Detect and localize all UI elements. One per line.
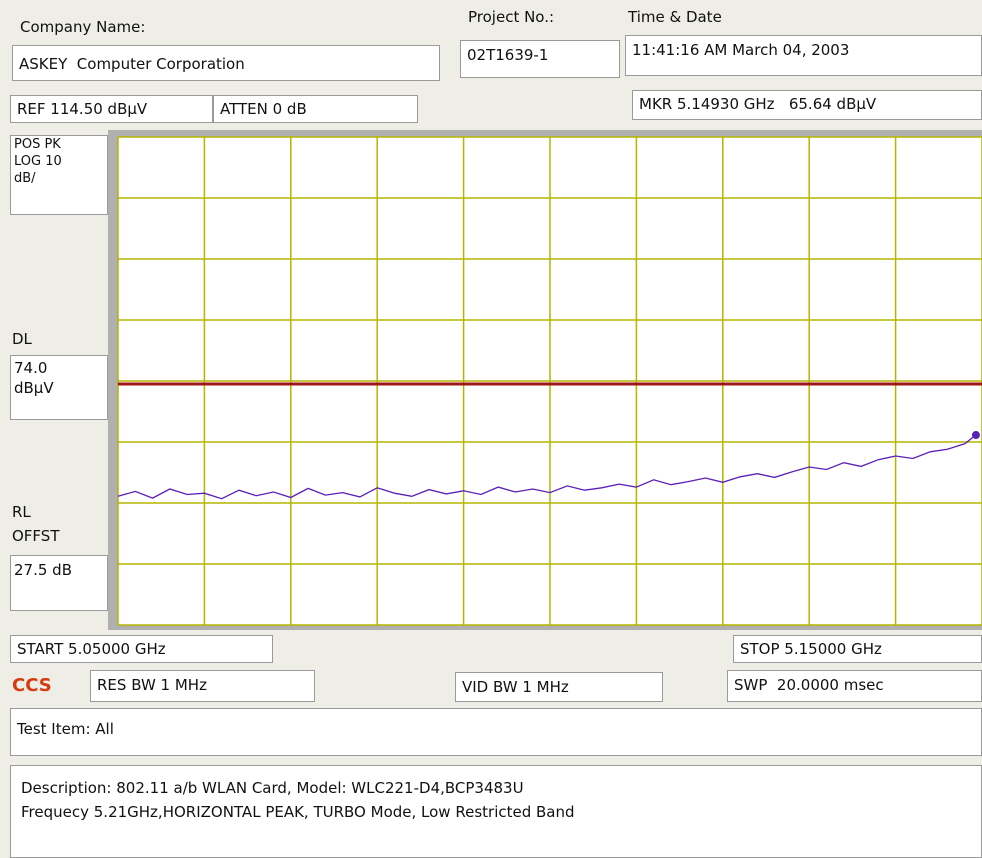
company-label: Company Name: [20, 18, 146, 36]
res-bw: RES BW 1 MHz [90, 670, 315, 702]
stop: STOP 5.15000 GHz [733, 635, 982, 663]
project: 02T1639-1 [460, 40, 620, 78]
logo: CCS [12, 675, 52, 696]
detector-line: LOG 10 [14, 154, 62, 169]
trace [117, 434, 977, 500]
ref: REF 114.50 dBµV [10, 95, 213, 123]
spectrum-plot [108, 130, 982, 630]
project-label: Project No.: [468, 8, 555, 26]
marker [971, 431, 980, 440]
rl-value: 27.5 dB [10, 555, 108, 611]
time: 11:41:16 AM March 04, 2003 [625, 35, 982, 76]
dl-label: DL [12, 330, 32, 348]
atten: ATTEN 0 dB [213, 95, 418, 123]
description-line: Description: 802.11 a/b WLAN Card, Model… [21, 779, 524, 797]
vid-bw: VID BW 1 MHz [455, 672, 663, 702]
detector-line: dB/ [14, 171, 36, 186]
test-item: Test Item: All [10, 708, 982, 756]
time-label: Time & Date [628, 8, 722, 26]
company: ASKEY Computer Corporation [12, 45, 440, 81]
rl-line: RL [12, 503, 31, 521]
dl-line: 74.0 [14, 359, 48, 377]
rl-label: RL OFFST [12, 500, 59, 548]
description-line: Frequecy 5.21GHz,HORIZONTAL PEAK, TURBO … [21, 803, 575, 821]
sweep: SWP 20.0000 msec [727, 670, 982, 702]
rl-line: OFFST [12, 527, 60, 545]
dl-line: dBµV [14, 379, 54, 397]
detector-line: POS PK [14, 137, 61, 152]
start: START 5.05000 GHz [10, 635, 273, 663]
description: Description: 802.11 a/b WLAN Card, Model… [10, 765, 982, 858]
detector: POS PK LOG 10 dB/ [10, 135, 108, 215]
marker-readout: MKR 5.14930 GHz 65.64 dBµV [632, 90, 982, 120]
dl-value: 74.0 dBµV [10, 355, 108, 420]
